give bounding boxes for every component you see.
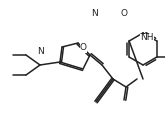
Text: N: N bbox=[37, 48, 43, 57]
Text: N: N bbox=[91, 9, 97, 18]
Text: O: O bbox=[80, 44, 86, 53]
Text: O: O bbox=[120, 9, 128, 18]
Text: NH: NH bbox=[140, 33, 153, 42]
